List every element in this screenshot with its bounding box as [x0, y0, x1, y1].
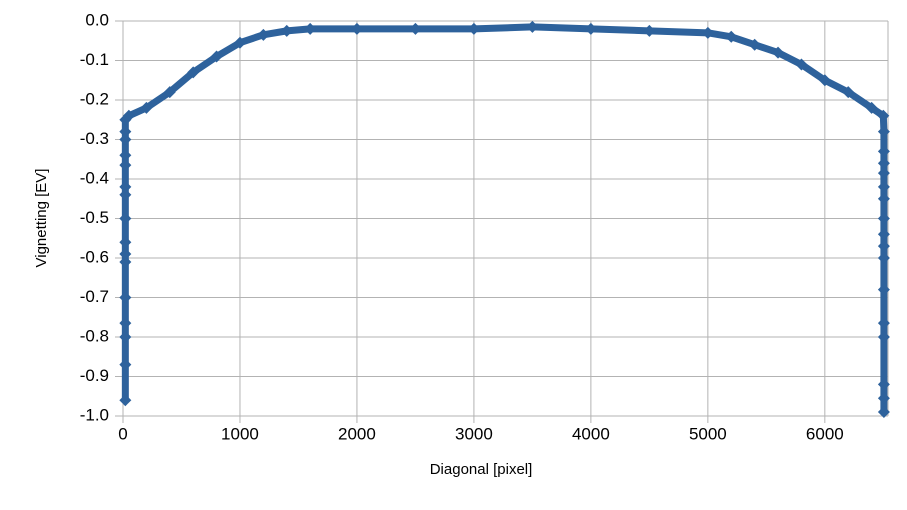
data-point — [280, 24, 293, 37]
x-tick-label: 1000 — [221, 424, 259, 443]
x-tick-label: 3000 — [455, 424, 493, 443]
y-tick-label: -0.3 — [80, 129, 109, 148]
y-tick-label: -1.0 — [80, 405, 109, 424]
data-point — [877, 228, 890, 241]
y-tick-label: -0.6 — [80, 247, 109, 266]
data-point — [187, 66, 200, 79]
data-point — [119, 188, 132, 201]
y-tick-label: -0.1 — [80, 50, 109, 69]
data-point — [119, 133, 132, 146]
y-tick-label: -0.4 — [80, 168, 109, 187]
data-point — [877, 240, 890, 253]
x-tick-label: 2000 — [338, 424, 376, 443]
data-point — [748, 38, 761, 51]
data-point — [119, 358, 132, 371]
data-point — [877, 145, 890, 158]
data-point — [119, 149, 132, 162]
data-point — [467, 22, 480, 35]
data-point — [584, 22, 597, 35]
data-point — [877, 252, 890, 264]
data-point — [119, 291, 132, 304]
data-point — [119, 331, 132, 343]
data-point — [233, 36, 246, 49]
y-tick-label: -0.8 — [80, 326, 109, 345]
data-point — [877, 167, 890, 180]
data-point — [122, 109, 135, 122]
data-point — [119, 180, 132, 193]
data-point — [795, 58, 808, 71]
data-point — [725, 30, 738, 43]
data-point — [643, 24, 656, 37]
data-point — [119, 125, 132, 138]
y-tick-label: -0.7 — [80, 287, 109, 306]
data-point — [877, 378, 890, 391]
data-point — [877, 283, 890, 296]
data-point — [701, 26, 714, 39]
data-point — [119, 317, 132, 330]
data-point — [304, 22, 317, 35]
data-point — [119, 236, 132, 249]
data-point — [409, 22, 422, 35]
data-point — [877, 125, 890, 138]
data-point — [865, 101, 878, 114]
data-point — [877, 109, 890, 122]
data-point — [526, 20, 539, 33]
data-point — [877, 192, 890, 205]
data-point — [140, 101, 153, 114]
data-point — [877, 157, 890, 170]
data-point — [119, 394, 132, 407]
y-tick-label: 0.0 — [85, 10, 109, 29]
data-point — [877, 392, 890, 405]
y-axis-title: Vignetting [EV] — [33, 169, 50, 268]
data-point — [877, 180, 890, 193]
x-tick-label: 6000 — [806, 424, 844, 443]
data-point — [210, 50, 223, 63]
data-point — [877, 331, 890, 343]
data-point — [350, 22, 363, 35]
data-point — [257, 28, 270, 41]
data-point — [119, 248, 132, 261]
y-tick-label: -0.2 — [80, 89, 109, 108]
data-point — [119, 159, 132, 172]
data-point — [877, 212, 890, 225]
data-point — [163, 86, 176, 99]
data-point — [772, 46, 785, 59]
x-axis-title: Diagonal [pixel] — [430, 461, 533, 478]
x-tick-label: 5000 — [689, 424, 727, 443]
x-tick-label: 4000 — [572, 424, 610, 443]
y-tick-label: -0.5 — [80, 208, 109, 227]
x-tick-label: 0 — [118, 424, 127, 443]
data-point — [119, 212, 132, 225]
data-point — [877, 406, 890, 419]
data-point — [842, 86, 855, 99]
data-line — [121, 23, 888, 413]
data-point — [877, 317, 890, 330]
data-point — [119, 255, 132, 268]
y-tick-label: -0.9 — [80, 366, 109, 385]
data-point — [818, 74, 831, 87]
